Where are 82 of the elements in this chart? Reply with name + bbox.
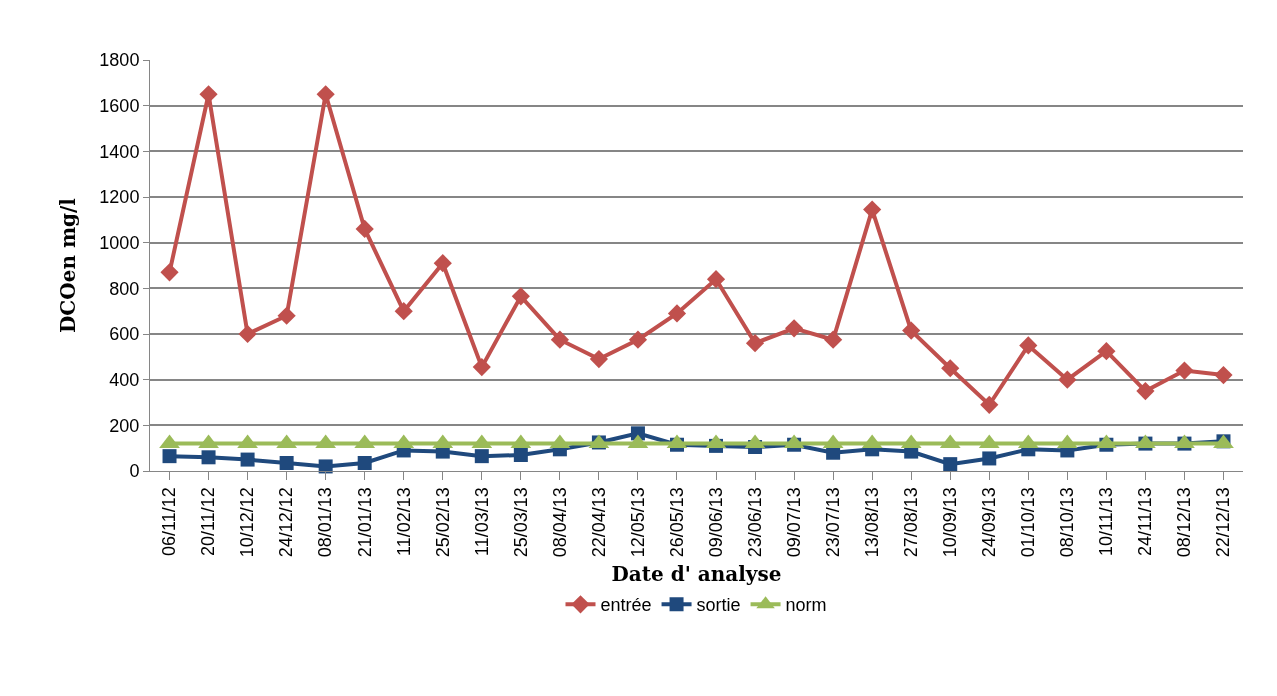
point — [240, 452, 255, 467]
point — [279, 456, 294, 471]
x-tick-label: 23/06/13 — [744, 487, 765, 558]
x-tick-label: 11/03/13 — [471, 487, 492, 556]
point — [1097, 342, 1116, 361]
legend-label: sortie — [696, 595, 741, 616]
x-tick-label: 24/11/13 — [1135, 487, 1156, 556]
x-tick-label: 08/10/13 — [1057, 487, 1078, 558]
x-tick-label: 08/04/13 — [549, 487, 570, 558]
x-tick-label: 11/02/13 — [393, 487, 414, 556]
x-tick-label: 10/12/12 — [237, 487, 258, 558]
x-tick-label: 25/03/13 — [510, 487, 531, 558]
x-tick-label: 10/09/13 — [940, 487, 961, 558]
y-tick-label: 200 — [109, 415, 140, 436]
x-axis-title: Date d' analyse — [611, 561, 782, 586]
y-axis-title: DCOen mg/l — [55, 197, 80, 333]
point — [550, 330, 569, 349]
x-tick-label: 12/05/13 — [627, 487, 648, 558]
x-tick-label: 13/08/13 — [862, 487, 883, 558]
x-tick-label: 24/09/13 — [979, 487, 1000, 558]
point — [1058, 370, 1077, 389]
y-tick-label: 600 — [109, 324, 140, 345]
point — [667, 304, 687, 323]
x-tick-label: 26/05/13 — [666, 487, 687, 558]
point — [162, 449, 177, 464]
point — [394, 302, 413, 321]
x-tick-label: 01/10/13 — [1018, 487, 1039, 558]
x-tick-label: 22/04/13 — [588, 487, 609, 558]
point — [1175, 361, 1194, 380]
point — [1136, 381, 1155, 401]
point — [513, 448, 528, 463]
x-tick-label: 08/12/13 — [1174, 487, 1195, 558]
point — [824, 330, 843, 349]
point — [706, 270, 726, 289]
point — [160, 263, 179, 282]
point — [902, 321, 921, 340]
x-tick-label: 22/12/13 — [1213, 487, 1234, 558]
point — [982, 451, 997, 466]
x-tick-label: 21/01/13 — [354, 487, 375, 558]
point — [355, 219, 374, 239]
point — [474, 449, 489, 464]
y-tick-label: 0 — [129, 461, 140, 482]
point — [198, 434, 219, 449]
x-tick-label: 23/07/13 — [822, 487, 843, 558]
point — [238, 324, 257, 344]
point — [745, 334, 765, 353]
legend-label: entrée — [600, 595, 652, 616]
point — [941, 359, 960, 378]
point — [511, 287, 530, 306]
point — [1019, 336, 1038, 355]
point — [784, 319, 804, 338]
point — [237, 434, 258, 449]
point — [357, 456, 372, 471]
point — [980, 395, 999, 414]
point — [589, 350, 609, 369]
x-tick-label: 20/11/12 — [198, 487, 219, 556]
x-tick-label: 09/07/13 — [783, 487, 804, 558]
y-tick-label: 1600 — [99, 95, 140, 116]
point — [277, 306, 296, 325]
point — [159, 434, 180, 449]
x-tick-label: 25/02/13 — [432, 487, 453, 558]
point — [628, 330, 648, 349]
x-tick-label: 08/01/13 — [315, 487, 336, 558]
point — [1214, 366, 1233, 385]
y-tick-label: 1400 — [99, 141, 140, 162]
point — [318, 459, 333, 474]
point — [433, 254, 452, 273]
legend-label: norm — [785, 595, 827, 616]
y-tick-label: 800 — [109, 278, 140, 299]
x-tick-label: 09/06/13 — [705, 487, 726, 558]
point — [201, 450, 216, 465]
y-tick-label: 1000 — [99, 232, 140, 253]
point — [472, 358, 491, 377]
y-tick-label: 1200 — [99, 187, 140, 208]
point — [863, 200, 882, 219]
y-tick-label: 400 — [109, 369, 140, 390]
x-tick-label: 10/11/13 — [1096, 487, 1117, 556]
y-tick-label: 1800 — [99, 50, 140, 71]
point — [943, 457, 958, 472]
x-tick-label: 24/12/12 — [276, 487, 297, 558]
x-tick-label: 27/08/13 — [901, 487, 922, 558]
x-tick-label: 06/11/12 — [159, 487, 180, 556]
